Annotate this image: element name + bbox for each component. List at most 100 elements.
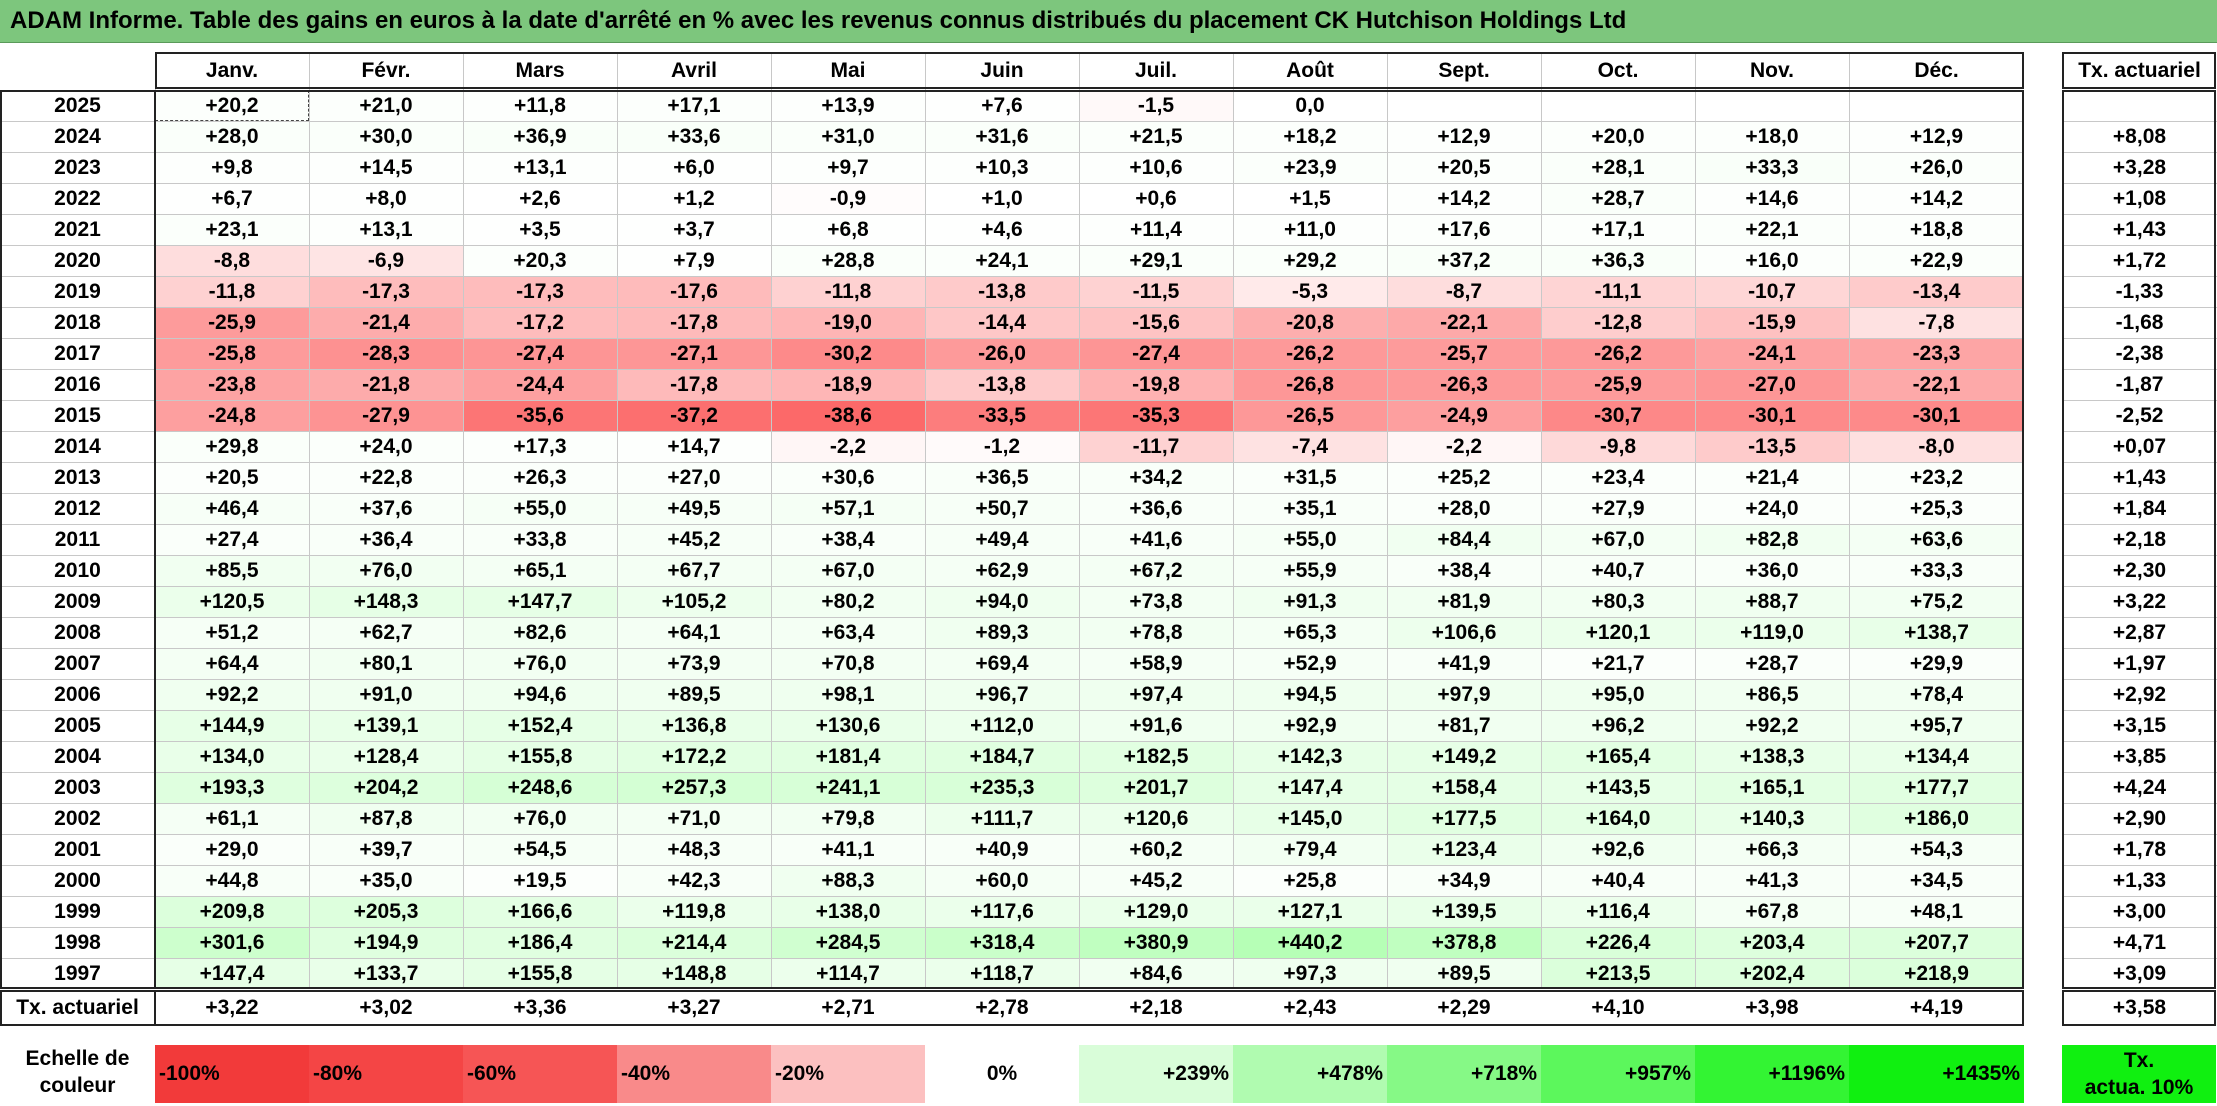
table-cell: +318,4 — [925, 927, 1079, 958]
table-cell: +45,2 — [617, 524, 771, 555]
table-cell: +6,7 — [155, 183, 309, 214]
table-cell: +193,3 — [155, 772, 309, 803]
table-cell: +2,6 — [463, 183, 617, 214]
table-cell: +22,8 — [309, 462, 463, 493]
table-cell: +73,9 — [617, 648, 771, 679]
year-label: 2006 — [54, 683, 101, 706]
table-cell: +41,1 — [771, 834, 925, 865]
table-cell: -24,8 — [155, 400, 309, 431]
grid-line — [2062, 493, 2217, 494]
grid-line — [2062, 183, 2217, 184]
legend-label: Echelle de couleur — [0, 1045, 155, 1103]
table-cell: -1,5 — [1079, 90, 1233, 121]
table-cell: +63,6 — [1849, 524, 2024, 555]
year-label: 2021 — [54, 218, 101, 241]
title-bar: ADAM Informe. Table des gains en euros à… — [0, 0, 2217, 43]
grid-line — [2062, 245, 2217, 246]
rate-cell: +3,85 — [2112, 745, 2167, 768]
table-cell: -28,3 — [309, 338, 463, 369]
grid-line — [2062, 617, 2217, 618]
table-cell: +14,2 — [1387, 183, 1541, 214]
table-cell: +201,7 — [1079, 772, 1233, 803]
table-cell: +94,6 — [463, 679, 617, 710]
grid-line — [0, 524, 2024, 525]
table-cell: +12,9 — [1387, 121, 1541, 152]
table-cell: +204,2 — [309, 772, 463, 803]
table-cell: +119,0 — [1695, 617, 1849, 648]
table-cell: +6,0 — [617, 152, 771, 183]
table-cell: +51,2 — [155, 617, 309, 648]
table-cell: +40,9 — [925, 834, 1079, 865]
table-cell: +84,4 — [1387, 524, 1541, 555]
table-cell: -27,1 — [617, 338, 771, 369]
grid-line — [617, 52, 618, 989]
footer-rate-cell: +3,58 — [2112, 996, 2167, 1019]
table-cell: +23,1 — [155, 214, 309, 245]
month-header: Févr. — [361, 59, 411, 82]
table-cell: -5,3 — [1233, 276, 1387, 307]
grid-line — [0, 865, 2024, 866]
table-cell: +54,3 — [1849, 834, 2024, 865]
table-cell: +37,2 — [1387, 245, 1541, 276]
table-cell: +116,4 — [1541, 896, 1695, 927]
table-cell: +155,8 — [463, 741, 617, 772]
table-cell: +301,6 — [155, 927, 309, 958]
rate-cell: +3,15 — [2112, 714, 2167, 737]
table-cell: +22,1 — [1695, 214, 1849, 245]
table-cell: +248,6 — [463, 772, 617, 803]
grid-line — [925, 52, 926, 989]
grid-line — [771, 52, 772, 989]
rate-cell: +3,28 — [2112, 156, 2167, 179]
table-cell: +147,4 — [1233, 772, 1387, 803]
table-cell: +78,8 — [1079, 617, 1233, 648]
grid-line — [0, 338, 2024, 339]
table-cell: +70,8 — [771, 648, 925, 679]
table-cell: +202,4 — [1695, 958, 1849, 989]
table-cell: +207,7 — [1849, 927, 2024, 958]
grid-line — [0, 152, 2024, 153]
table-cell: +31,6 — [925, 121, 1079, 152]
grid-line — [1233, 52, 1234, 989]
year-label: 2019 — [54, 280, 101, 303]
grid-line — [1695, 52, 1696, 989]
grid-line — [2062, 400, 2217, 401]
table-cell: +29,2 — [1233, 245, 1387, 276]
table-border — [154, 990, 156, 1026]
table-cell: +3,7 — [617, 214, 771, 245]
table-cell: +134,4 — [1849, 741, 2024, 772]
year-label: 2000 — [54, 869, 101, 892]
rate-cell: -1,33 — [2115, 280, 2164, 303]
legend-swatch: -80% — [309, 1045, 463, 1103]
table-cell: -22,1 — [1849, 369, 2024, 400]
table-cell: +41,3 — [1695, 865, 1849, 896]
footer-cell: +3,02 — [359, 996, 413, 1019]
table-cell: +14,7 — [617, 431, 771, 462]
table-cell: +11,8 — [463, 90, 617, 121]
table-cell: +40,4 — [1541, 865, 1695, 896]
table-cell: +11,0 — [1233, 214, 1387, 245]
table-cell: +40,7 — [1541, 555, 1695, 586]
table-cell: +1,5 — [1233, 183, 1387, 214]
table-cell: -27,0 — [1695, 369, 1849, 400]
table-cell: +67,0 — [1541, 524, 1695, 555]
year-label: 2009 — [54, 590, 101, 613]
table-cell: +62,7 — [309, 617, 463, 648]
legend-swatch: +957% — [1541, 1045, 1695, 1103]
table-cell: +78,4 — [1849, 679, 2024, 710]
grid-line — [2062, 152, 2217, 153]
table-cell: +50,7 — [925, 493, 1079, 524]
table-cell: +235,3 — [925, 772, 1079, 803]
table-cell: +45,2 — [1079, 865, 1233, 896]
table-cell: +139,1 — [309, 710, 463, 741]
rate-cell: +1,43 — [2112, 218, 2167, 241]
table-cell: +29,0 — [155, 834, 309, 865]
table-cell: +34,5 — [1849, 865, 2024, 896]
year-label: 1997 — [54, 962, 101, 985]
table-cell: +3,5 — [463, 214, 617, 245]
table-cell: -37,2 — [617, 400, 771, 431]
table-cell: +111,7 — [925, 803, 1079, 834]
rate-cell: -2,52 — [2115, 404, 2164, 427]
table-cell: +138,7 — [1849, 617, 2024, 648]
table-cell: +20,5 — [1387, 152, 1541, 183]
table-cell: +52,9 — [1233, 648, 1387, 679]
